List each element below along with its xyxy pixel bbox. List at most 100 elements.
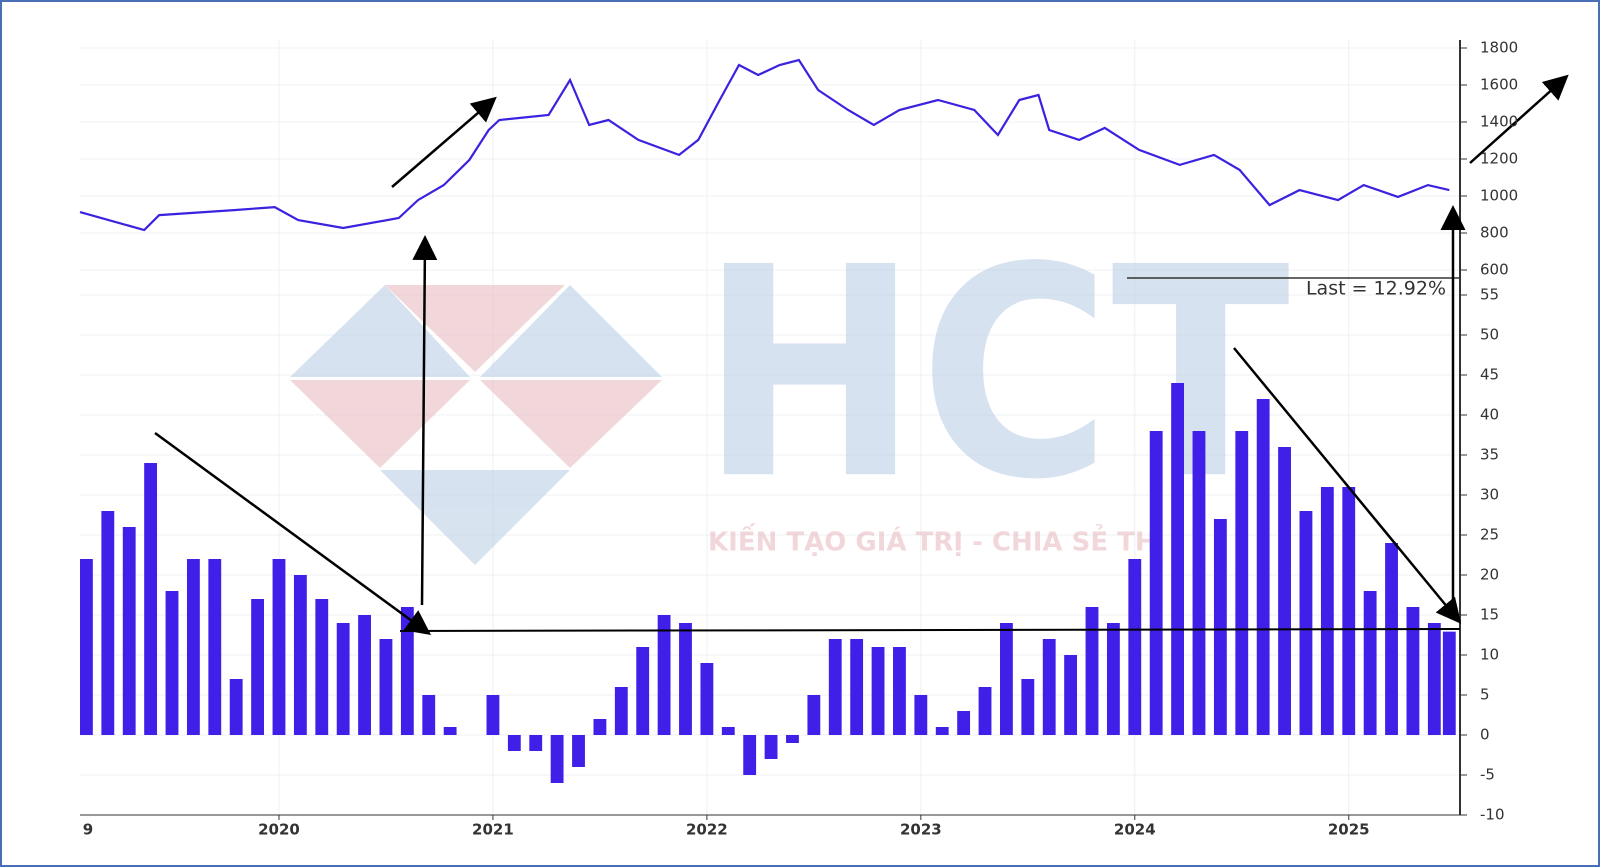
level-line xyxy=(399,628,1461,632)
y-tick-label: 1200 xyxy=(1480,150,1518,168)
bar xyxy=(443,727,457,735)
bar xyxy=(871,647,885,735)
x-tick-label: 2024 xyxy=(1114,821,1156,839)
bar xyxy=(700,663,714,735)
bar xyxy=(1064,655,1078,735)
bar xyxy=(507,735,521,751)
y-tick-label: 600 xyxy=(1480,261,1509,279)
bar xyxy=(486,695,500,735)
y-tick-label: 1800 xyxy=(1480,39,1518,57)
bar xyxy=(828,639,842,735)
y-tick-label: 30 xyxy=(1480,486,1499,504)
y-tick-label: 10 xyxy=(1480,646,1499,664)
y-tick-label: 1400 xyxy=(1480,113,1518,131)
bar xyxy=(422,695,436,735)
y-tick-label: 800 xyxy=(1480,224,1509,242)
arrow xyxy=(391,96,497,188)
bar xyxy=(764,735,778,759)
bar xyxy=(1385,543,1398,735)
bar xyxy=(1021,679,1035,735)
bar xyxy=(914,695,928,735)
bar xyxy=(850,639,864,735)
x-tick-label: 2022 xyxy=(686,821,728,839)
x-tick-label: 2025 xyxy=(1328,821,1370,839)
arrow xyxy=(154,431,432,635)
x-tick-label: 2023 xyxy=(900,821,942,839)
bar xyxy=(1128,559,1142,735)
last-annotation: Last = 12.92% xyxy=(1306,278,1446,300)
bar xyxy=(957,711,971,735)
y-tick-label: 50 xyxy=(1480,326,1499,344)
bar xyxy=(786,735,799,743)
bar xyxy=(1000,623,1013,735)
bar xyxy=(1256,399,1270,735)
arrow xyxy=(1233,347,1462,624)
bar xyxy=(1042,639,1056,735)
arrow xyxy=(412,235,438,606)
y-tick-label: 20 xyxy=(1480,566,1499,584)
bar xyxy=(208,559,222,735)
bar xyxy=(165,591,179,735)
x-tick-label: 2021 xyxy=(472,821,514,839)
bar xyxy=(935,727,949,735)
bar xyxy=(80,559,93,735)
bar xyxy=(101,511,115,735)
bar xyxy=(1235,431,1249,735)
bar xyxy=(679,623,692,735)
bar xyxy=(1363,591,1377,735)
y-tick-label: 0 xyxy=(1480,726,1490,744)
bar xyxy=(636,647,650,735)
y-tick-label: 25 xyxy=(1480,526,1499,544)
bar xyxy=(186,559,200,735)
y-tick-label: -10 xyxy=(1480,806,1505,824)
bar xyxy=(122,527,136,735)
bar xyxy=(550,735,564,783)
bar xyxy=(529,735,543,751)
arrow xyxy=(1469,74,1569,164)
bar xyxy=(978,687,992,735)
bar xyxy=(1085,607,1099,735)
bar xyxy=(1427,623,1441,735)
bar xyxy=(358,615,371,735)
bar xyxy=(1192,431,1206,735)
y-tick-label: 35 xyxy=(1480,446,1499,464)
bar xyxy=(614,687,628,735)
bar xyxy=(721,727,735,735)
bar xyxy=(593,719,607,735)
bar xyxy=(293,575,307,735)
y-tick-label: 45 xyxy=(1480,366,1499,384)
bar xyxy=(1106,623,1120,735)
y-tick-label: 1000 xyxy=(1480,187,1518,205)
bar xyxy=(1299,511,1313,735)
watermark-tagline: KIẾN TẠO GIÁ TRỊ - CHIA SẺ TH xyxy=(708,523,1157,558)
y-tick-label: 15 xyxy=(1480,606,1499,624)
x-tick-label: 2020 xyxy=(258,821,300,839)
bar xyxy=(572,735,585,767)
y-tick-label: 5 xyxy=(1480,686,1490,704)
bar xyxy=(1406,607,1420,735)
bar xyxy=(1213,519,1227,735)
bar xyxy=(657,615,671,735)
bar xyxy=(1342,487,1356,735)
bar xyxy=(251,599,264,735)
bar xyxy=(1149,431,1163,735)
y-tick-label: 40 xyxy=(1480,406,1499,424)
line xyxy=(79,58,1450,232)
y-tick-label: 55 xyxy=(1480,286,1499,304)
bar xyxy=(400,607,414,735)
bar xyxy=(1171,383,1184,735)
bar xyxy=(379,639,393,735)
bar xyxy=(315,599,329,735)
bar xyxy=(1442,631,1456,735)
bar xyxy=(229,679,243,735)
y-tick-label: -5 xyxy=(1480,766,1495,784)
y-tick-label: 1600 xyxy=(1480,76,1518,94)
bar xyxy=(1278,447,1291,735)
bar xyxy=(1320,487,1334,735)
x-tick-label: 9 xyxy=(83,821,93,839)
bar xyxy=(272,559,286,735)
bar xyxy=(893,647,906,735)
plot xyxy=(79,58,1456,783)
bar xyxy=(144,463,158,735)
